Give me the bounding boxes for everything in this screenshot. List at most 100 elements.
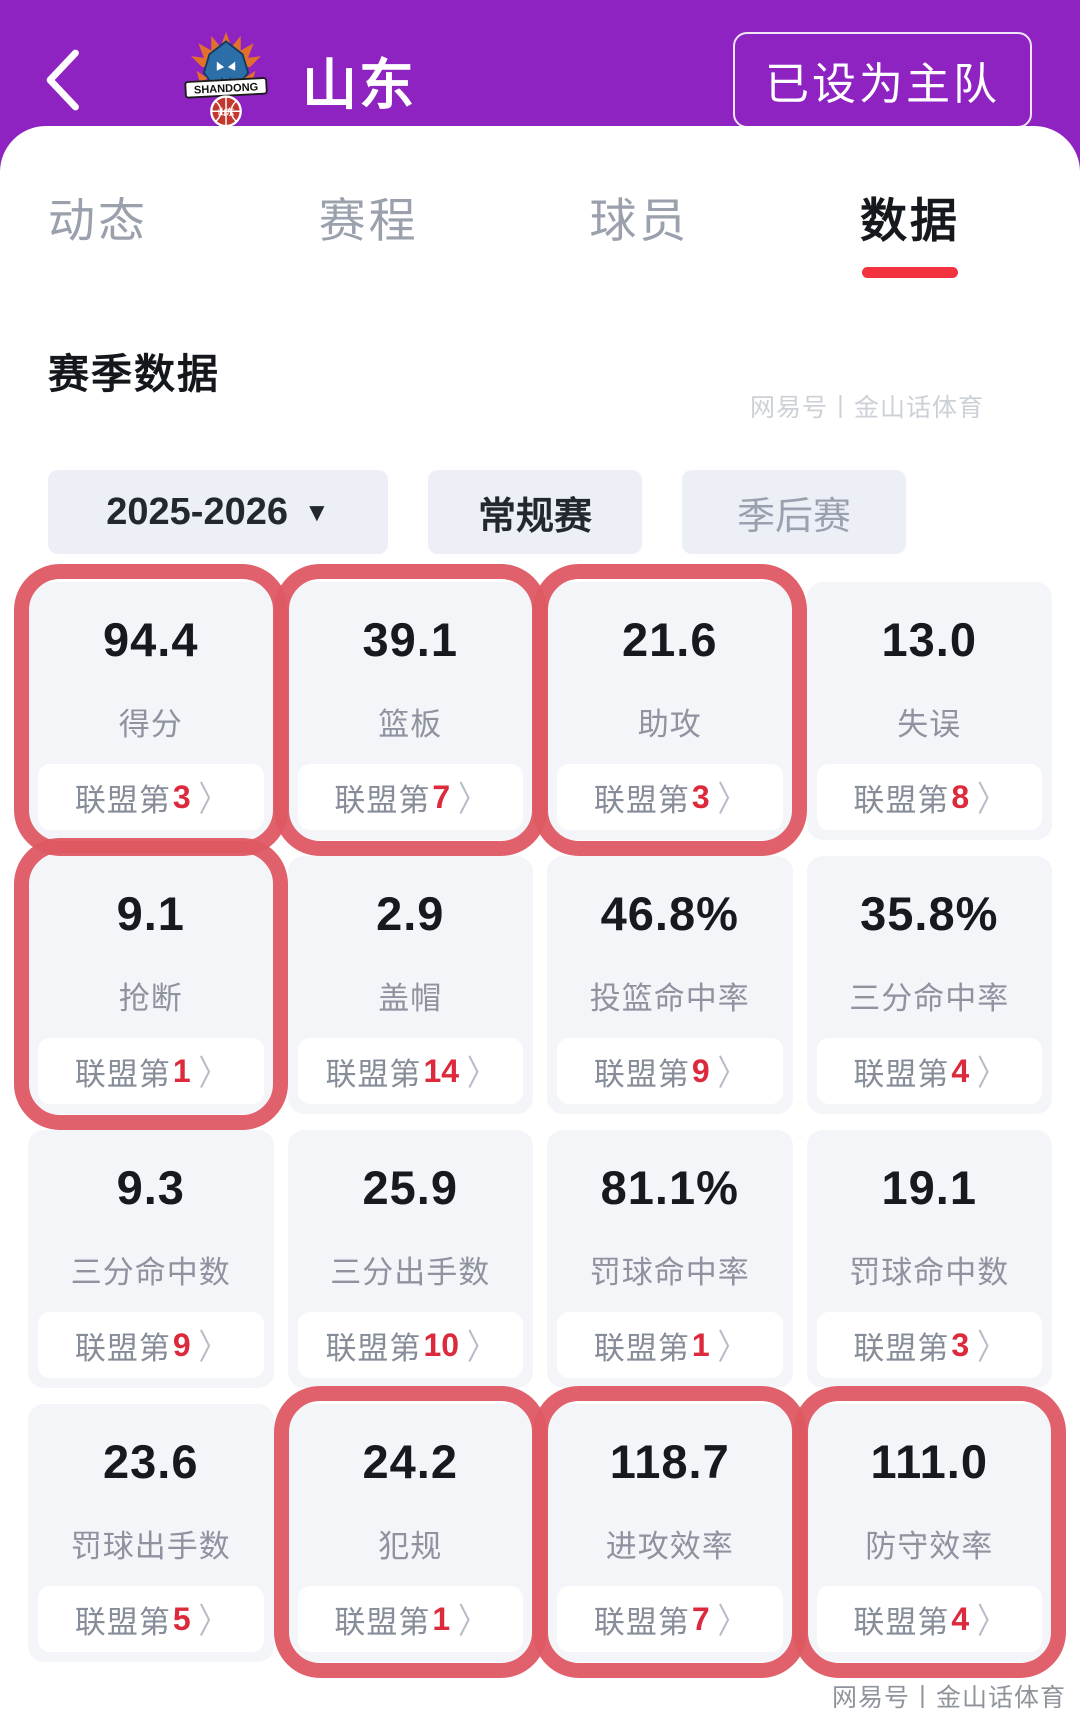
stat-card: 9.3 三分命中数 联盟第 9 〉 bbox=[28, 1130, 274, 1388]
stat-card: 111.0 防守效率 联盟第 4 〉 bbox=[792, 1386, 1066, 1678]
tab-saicheng[interactable]: 赛程 bbox=[319, 182, 419, 278]
stat-card: 2.9 盖帽 联盟第 14 〉 bbox=[287, 856, 533, 1114]
page-title: 山东 bbox=[302, 54, 417, 116]
chevron-right-icon: 〉 bbox=[467, 1053, 496, 1093]
league-rank-link[interactable]: 联盟第 9 〉 bbox=[557, 1038, 783, 1104]
stat-value: 9.1 bbox=[116, 887, 185, 940]
stat-label: 罚球出手数 bbox=[70, 1529, 231, 1564]
tab-label: 球员 bbox=[589, 194, 690, 247]
league-rank-link[interactable]: 联盟第 4 〉 bbox=[816, 1586, 1042, 1652]
rank-number: 4 bbox=[951, 1052, 970, 1089]
tab-shuju[interactable]: 数据 bbox=[860, 182, 960, 278]
team-identity: SHANDONG 山东 山东 bbox=[180, 30, 416, 130]
tab-label: 动态 bbox=[48, 194, 148, 247]
league-rank-link[interactable]: 联盟第 7 〉 bbox=[557, 1586, 783, 1652]
stat-label: 助攻 bbox=[637, 707, 702, 742]
season-select[interactable]: 2025-2026 ▼ bbox=[48, 470, 388, 554]
stats-grid: 94.4 得分 联盟第 3 〉 39.1 篮板 联盟第 7 〉 21.6 助攻 … bbox=[14, 564, 1066, 1678]
chevron-right-icon: 〉 bbox=[198, 1053, 227, 1093]
league-rank-link[interactable]: 联盟第 14 〉 bbox=[297, 1038, 523, 1104]
stat-card: 23.6 罚球出手数 联盟第 5 〉 bbox=[28, 1404, 274, 1662]
chevron-right-icon: 〉 bbox=[717, 1053, 746, 1093]
rank-prefix: 联盟第 bbox=[334, 1604, 431, 1640]
stat-label: 罚球命中率 bbox=[589, 1255, 750, 1290]
tab-active-underline bbox=[321, 267, 417, 278]
stat-label: 盖帽 bbox=[378, 981, 443, 1016]
rank-prefix: 联盟第 bbox=[74, 1330, 171, 1366]
chevron-right-icon: 〉 bbox=[717, 779, 746, 819]
league-rank-link[interactable]: 联盟第 3 〉 bbox=[38, 764, 264, 830]
stat-card: 39.1 篮板 联盟第 7 〉 bbox=[273, 564, 547, 856]
stat-label: 投篮命中率 bbox=[589, 981, 750, 1016]
chevron-right-icon: 〉 bbox=[717, 1601, 746, 1641]
stat-card: 19.1 罚球命中数 联盟第 3 〉 bbox=[806, 1130, 1052, 1388]
stat-value: 118.7 bbox=[609, 1435, 730, 1488]
stat-value: 2.9 bbox=[376, 887, 445, 940]
stat-value: 81.1% bbox=[600, 1161, 739, 1214]
stat-card: 25.9 三分出手数 联盟第 10 〉 bbox=[287, 1130, 533, 1388]
stat-value: 23.6 bbox=[103, 1435, 199, 1488]
stat-card: 94.4 得分 联盟第 3 〉 bbox=[14, 564, 287, 856]
league-rank-link[interactable]: 联盟第 4 〉 bbox=[816, 1038, 1042, 1104]
rank-prefix: 联盟第 bbox=[325, 1330, 422, 1366]
rank-number: 3 bbox=[691, 778, 710, 815]
section-title: 赛季数据 bbox=[48, 351, 220, 397]
logo-cn-text: 山东 bbox=[218, 107, 235, 117]
stat-value: 21.6 bbox=[622, 613, 718, 666]
league-rank-link[interactable]: 联盟第 1 〉 bbox=[557, 1312, 783, 1378]
league-rank-link[interactable]: 联盟第 10 〉 bbox=[297, 1312, 523, 1378]
stat-value: 111.0 bbox=[870, 1435, 988, 1488]
league-rank-link[interactable]: 联盟第 8 〉 bbox=[816, 764, 1042, 830]
filter-row: 2025-2026 ▼ 常规赛 季后赛 bbox=[48, 470, 1080, 554]
tab-qiuyuan[interactable]: 球员 bbox=[589, 182, 689, 278]
stat-card: 46.8% 投篮命中率 联盟第 9 〉 bbox=[547, 856, 793, 1114]
league-rank-link[interactable]: 联盟第 3 〉 bbox=[816, 1312, 1042, 1378]
rank-number: 14 bbox=[423, 1052, 460, 1089]
stat-label: 罚球命中数 bbox=[849, 1255, 1010, 1290]
stat-label: 防守效率 bbox=[865, 1529, 994, 1564]
back-chevron-icon bbox=[46, 49, 79, 111]
rank-number: 3 bbox=[951, 1326, 970, 1363]
rank-number: 10 bbox=[423, 1326, 460, 1363]
stat-card: 118.7 进攻效率 联盟第 7 〉 bbox=[533, 1386, 806, 1678]
chevron-right-icon: 〉 bbox=[458, 1601, 487, 1641]
stat-label: 三分命中率 bbox=[849, 981, 1010, 1016]
watermark-top: 网易号丨金山话体育 bbox=[749, 394, 984, 422]
playoffs-chip[interactable]: 季后赛 bbox=[682, 470, 906, 554]
dropdown-arrow-icon: ▼ bbox=[304, 496, 330, 527]
set-home-team-button[interactable]: 已设为主队 bbox=[733, 32, 1032, 128]
rank-prefix: 联盟第 bbox=[593, 1330, 690, 1366]
stat-value: 46.8% bbox=[600, 887, 739, 940]
regular-season-chip[interactable]: 常规赛 bbox=[428, 470, 642, 554]
chevron-right-icon: 〉 bbox=[977, 1601, 1006, 1641]
rank-prefix: 联盟第 bbox=[325, 1056, 422, 1092]
chevron-right-icon: 〉 bbox=[198, 779, 227, 819]
stat-value: 39.1 bbox=[362, 613, 458, 666]
stat-value: 24.2 bbox=[362, 1435, 458, 1488]
rank-prefix: 联盟第 bbox=[853, 1330, 950, 1366]
league-rank-link[interactable]: 联盟第 1 〉 bbox=[297, 1586, 523, 1652]
rank-number: 1 bbox=[432, 1600, 451, 1637]
content-sheet: 动态 赛程 球员 数据 赛季数据 2025-2026 ▼ 常规赛 季后赛 94.… bbox=[0, 126, 1080, 1730]
stat-label: 犯规 bbox=[378, 1529, 443, 1564]
league-rank-link[interactable]: 联盟第 7 〉 bbox=[297, 764, 523, 830]
league-rank-link[interactable]: 联盟第 9 〉 bbox=[38, 1312, 264, 1378]
rank-number: 9 bbox=[172, 1326, 191, 1363]
league-rank-link[interactable]: 联盟第 5 〉 bbox=[38, 1586, 264, 1652]
stat-label: 篮板 bbox=[378, 707, 443, 742]
league-rank-link[interactable]: 联盟第 1 〉 bbox=[38, 1038, 264, 1104]
tab-dongtai[interactable]: 动态 bbox=[48, 182, 148, 278]
stat-value: 9.3 bbox=[116, 1161, 185, 1214]
stat-value: 35.8% bbox=[860, 887, 999, 940]
rank-prefix: 联盟第 bbox=[853, 782, 950, 818]
chevron-right-icon: 〉 bbox=[977, 1327, 1006, 1367]
league-rank-link[interactable]: 联盟第 3 〉 bbox=[557, 764, 783, 830]
chevron-right-icon: 〉 bbox=[467, 1327, 496, 1367]
tab-active-underline bbox=[861, 267, 958, 278]
chevron-right-icon: 〉 bbox=[458, 779, 487, 819]
back-button[interactable] bbox=[44, 45, 88, 115]
chevron-right-icon: 〉 bbox=[198, 1601, 227, 1641]
stat-label: 进攻效率 bbox=[605, 1529, 734, 1564]
team-logo: SHANDONG 山东 bbox=[180, 30, 272, 130]
